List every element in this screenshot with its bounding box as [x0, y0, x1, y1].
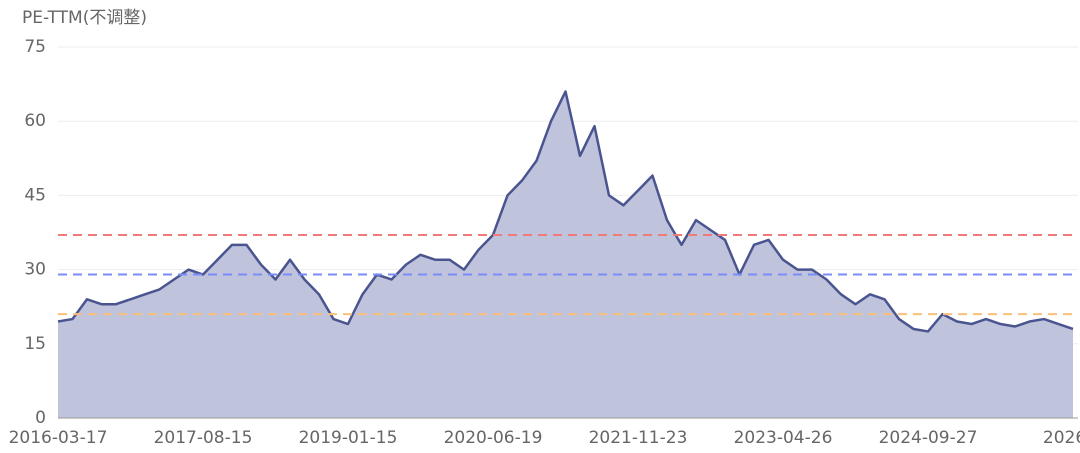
line	[57, 90, 1074, 333]
area-fill	[58, 91, 1073, 419]
x-tick-label: 2020-06-19	[444, 428, 543, 448]
x-tick-label: 2019-01-15	[299, 428, 398, 448]
y-tick-label: 30	[24, 260, 46, 280]
y-tick-label: 0	[35, 408, 46, 428]
y-tick-label: 45	[24, 185, 46, 205]
y-tick-label: 15	[24, 334, 46, 354]
x-tick-label: 2017-08-15	[154, 428, 253, 448]
y-axis-label: PE-TTM(不调整)	[22, 8, 147, 28]
y-tick-label: 60	[24, 111, 46, 131]
x-tick-label: 2023-04-26	[734, 428, 833, 448]
x-tick-label: 2024-09-27	[879, 428, 978, 448]
y-tick-label: 75	[24, 37, 46, 57]
x-tick-label: 2026-0	[1043, 428, 1080, 448]
x-tick-label: 2016-03-17	[9, 428, 108, 448]
x-tick-label: 2021-11-23	[589, 428, 688, 448]
